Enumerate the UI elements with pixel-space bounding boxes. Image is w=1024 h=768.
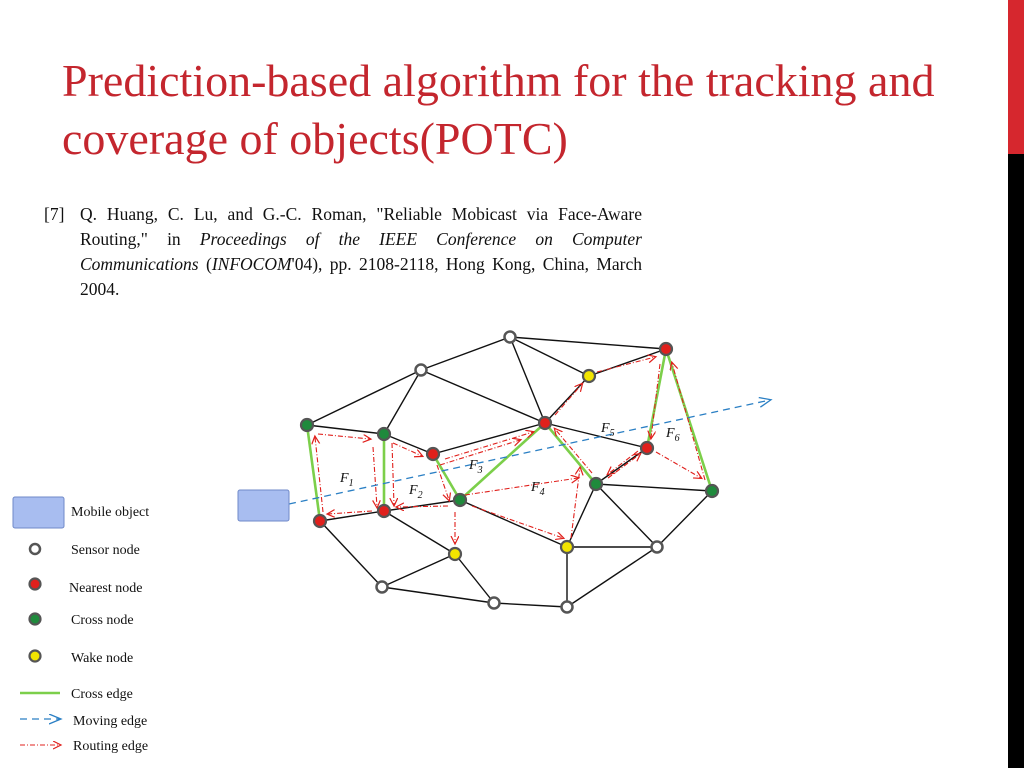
reference-acronym: INFOCOM bbox=[211, 254, 292, 274]
legend-mobile-object-icon bbox=[12, 496, 65, 529]
reference-authors-title: Q. Huang, C. Lu, and G.-C. Roman, "Relia… bbox=[80, 204, 642, 249]
reference-text: Q. Huang, C. Lu, and G.-C. Roman, "Relia… bbox=[80, 202, 642, 302]
slide-title: Prediction-based algorithm for the track… bbox=[62, 55, 935, 164]
sensor-nodes bbox=[375, 330, 664, 614]
moving-edge bbox=[288, 400, 770, 505]
face-label-5: F5 bbox=[600, 421, 615, 439]
face-label-3: F3 bbox=[468, 458, 483, 476]
mobile-object bbox=[237, 489, 290, 522]
accent-bar-red bbox=[1008, 0, 1024, 154]
reference-pages: '04), pp. 2108-2118, Hong Kong, China, M… bbox=[80, 254, 643, 299]
cross-nodes bbox=[299, 417, 720, 508]
legend-nearest-node-icon bbox=[28, 577, 42, 591]
legend-symbols bbox=[12, 496, 65, 745]
wake-nodes bbox=[447, 368, 597, 562]
legend-wake-node-icon bbox=[28, 649, 42, 663]
face-label-1: F1 bbox=[339, 471, 354, 489]
reference-citation: [7] Q. Huang, C. Lu, and G.-C. Roman, "R… bbox=[44, 202, 642, 302]
nearest-nodes bbox=[312, 341, 674, 529]
face-label-6: F6 bbox=[665, 426, 680, 444]
routing-edges bbox=[315, 357, 706, 543]
mesh-edges bbox=[306, 336, 713, 608]
face-label-4: F4 bbox=[530, 480, 545, 498]
accent-bar-black bbox=[1008, 154, 1024, 768]
face-label-2: F2 bbox=[408, 483, 423, 501]
reference-number: [7] bbox=[44, 204, 65, 224]
legend-sensor-node-icon bbox=[28, 542, 42, 556]
legend-cross-node-icon bbox=[28, 612, 42, 626]
reference-paren: ( bbox=[198, 254, 212, 274]
reference-venue: Proceedings of the IEEE Conference on Co… bbox=[80, 229, 642, 274]
